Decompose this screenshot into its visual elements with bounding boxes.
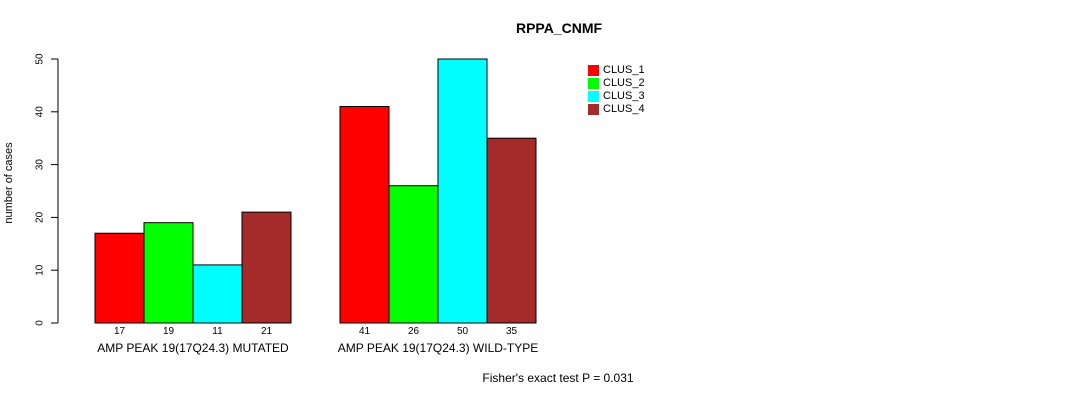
bar-value-label: 41 [359,326,371,337]
bar-CLUS_2-group1 [143,222,194,324]
bar-value-label: 50 [457,326,469,337]
bar-value-label: 11 [212,326,223,337]
legend-label-clus-2: CLUS_2 [603,77,645,89]
y-tick-label: 0 [35,320,46,326]
legend-swatch-clus-4-icon [588,104,599,115]
x-category-label: AMP PEAK 19(17Q24.3) MUTATED [97,341,289,355]
y-tick-label: 20 [35,211,46,223]
legend: CLUS_1 CLUS_2 CLUS_3 CLUS_4 [588,64,645,116]
y-tick-label: 30 [35,159,46,171]
legend-label-clus-1: CLUS_1 [603,64,645,76]
y-tick-label: 50 [35,53,46,65]
legend-item-clus-4: CLUS_4 [588,103,645,116]
legend-item-clus-1: CLUS_1 [588,64,645,77]
bar-value-label: 26 [408,326,420,337]
legend-swatch-clus-3-icon [588,91,599,102]
bar-CLUS_1-group1 [94,232,145,324]
bar-CLUS_4-group2 [486,137,537,324]
x-category-label: AMP PEAK 19(17Q24.3) WILD-TYPE [338,341,539,355]
legend-swatch-clus-1-icon [588,65,599,76]
bar-CLUS_3-group1 [192,264,243,324]
bar-value-label: 35 [506,326,518,337]
bar-CLUS_1-group2 [339,106,390,324]
legend-label-clus-4: CLUS_4 [603,103,645,115]
legend-item-clus-3: CLUS_3 [588,90,645,103]
legend-swatch-clus-2-icon [588,78,599,89]
chart-title: RPPA_CNMF [515,20,603,36]
legend-label-clus-3: CLUS_3 [603,90,645,102]
bar-CLUS_3-group2 [437,58,488,324]
y-tick-label: 40 [35,106,46,118]
y-tick-label: 10 [35,264,46,276]
legend-item-clus-2: CLUS_2 [588,77,645,90]
fishers-test-annotation: Fisher's exact test P = 0.031 [482,371,634,385]
bar-value-label: 17 [114,326,126,337]
bar-CLUS_2-group2 [388,185,439,324]
y-axis-label: number of cases [3,142,15,224]
bar-value-label: 19 [163,326,175,337]
bar-CLUS_4-group1 [241,211,292,324]
bar-value-label: 21 [261,326,273,337]
